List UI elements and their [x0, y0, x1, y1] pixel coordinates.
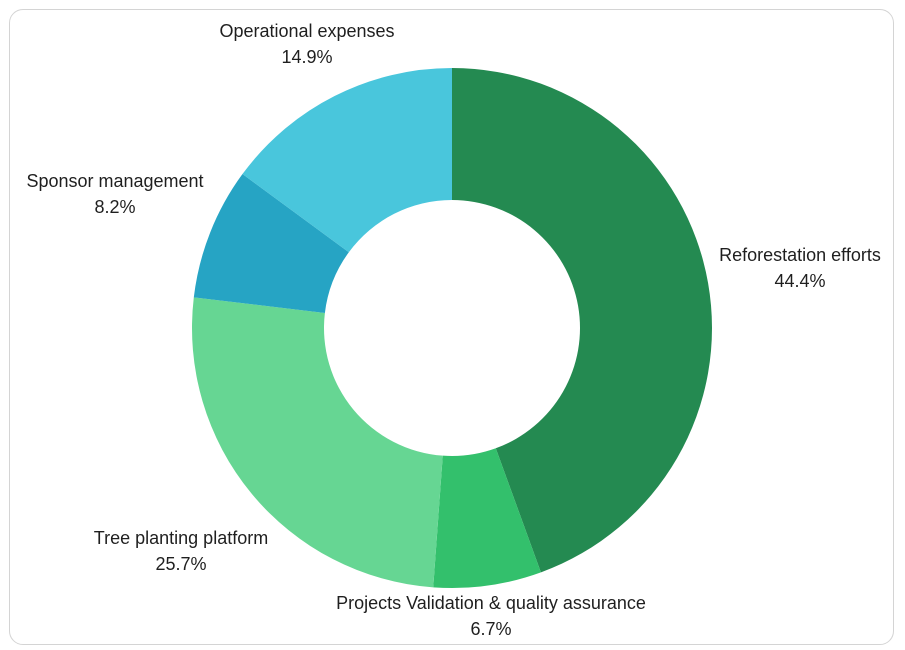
slice-name-label: Projects Validation & quality assurance	[336, 593, 646, 613]
slice-projects-validation-quality-assurance[interactable]	[433, 448, 541, 588]
slice-name-label: Sponsor management	[26, 171, 203, 191]
slice-labels: Reforestation efforts 44.4% Projects Valid…	[26, 21, 880, 639]
slice-name-label: Tree planting platform	[94, 528, 268, 548]
slice-operational-expenses[interactable]	[242, 68, 452, 253]
slice-value-label: 25.7%	[155, 554, 206, 574]
slice-value-label: 8.2%	[94, 197, 135, 217]
slice-sponsor-management[interactable]	[193, 174, 349, 313]
slice-name-label: Reforestation efforts	[719, 245, 881, 265]
slice-value-label: 14.9%	[281, 47, 332, 67]
slice-value-label: 44.4%	[774, 271, 825, 291]
donut-slices	[191, 68, 712, 588]
slice-value-label: 6.7%	[470, 619, 511, 639]
slice-name-label: Operational expenses	[219, 21, 394, 41]
slice-tree-planting-platform[interactable]	[191, 297, 443, 588]
slice-reforestation-efforts[interactable]	[452, 68, 712, 573]
